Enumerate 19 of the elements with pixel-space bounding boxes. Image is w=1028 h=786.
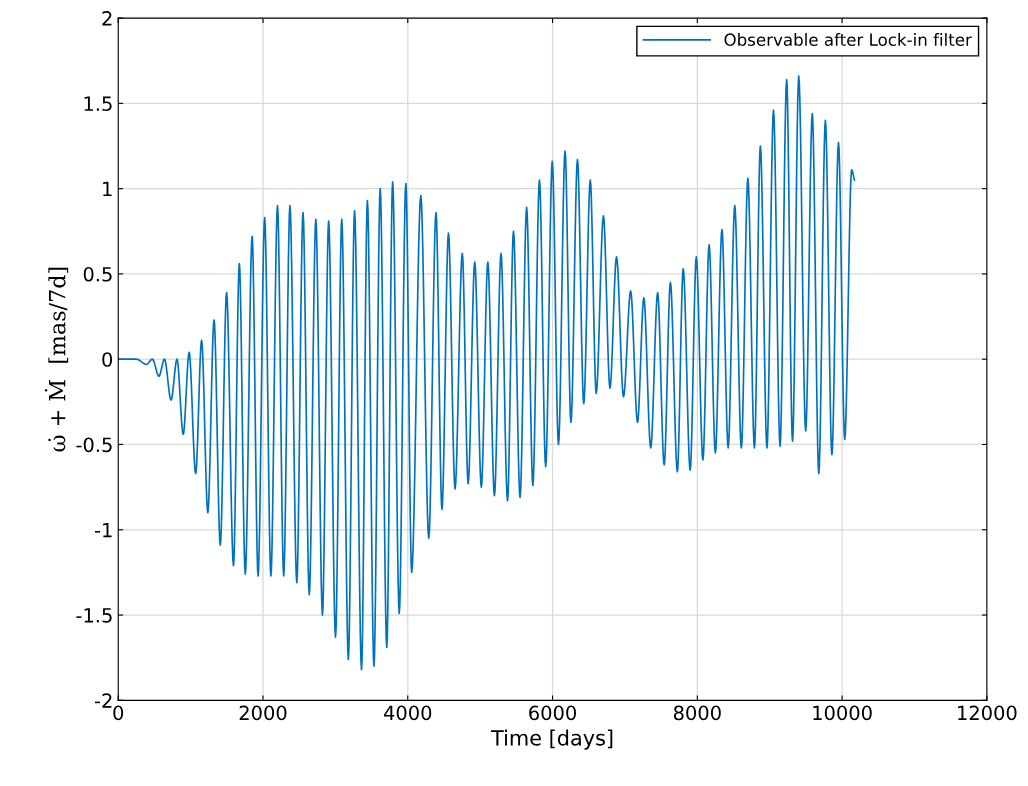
x-tick-label: 12000 [958, 705, 1017, 721]
y-tick-label: 1.5 [84, 96, 112, 112]
y-tick-label: 1 [103, 181, 112, 197]
x-tick-label: 8000 [673, 705, 721, 721]
legend-label: Observable after Lock-in filter [724, 33, 972, 46]
x-tick-label: 0 [113, 705, 124, 721]
x-tick-label: 10000 [813, 705, 872, 721]
x-tick-label: 6000 [529, 705, 576, 721]
y-tick-label: -1 [94, 522, 112, 538]
x-tick-label: 4000 [383, 705, 432, 721]
y-tick-label: 0 [102, 352, 113, 367]
x-tick-label: 2000 [239, 705, 287, 721]
y-tick-label: -0.5 [76, 437, 112, 453]
y-tick-label: 2 [102, 11, 112, 26]
y-tick-label: -2 [94, 693, 112, 708]
y-tick-label: 0.5 [83, 266, 112, 282]
x-axis-title: Time [days] [490, 729, 613, 750]
y-axis-title: ω̇ + Ṁ [mas/7d] [44, 267, 69, 452]
y-tick-label: -1.5 [76, 608, 112, 623]
